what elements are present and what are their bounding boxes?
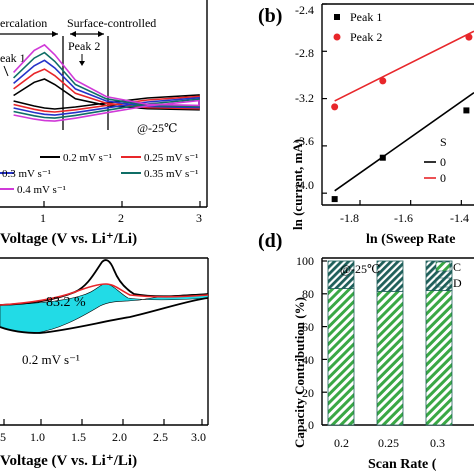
panel-b-ticks <box>322 3 462 205</box>
panel-c-xtick: 1.0 <box>30 430 45 444</box>
panel-b-xlabel: ln (Sweep Rate <box>366 232 455 247</box>
legend-label-0.25: 0.25 mV s⁻¹ <box>144 152 198 164</box>
panel-d-legend: C D <box>435 260 462 290</box>
data-point-peak1 <box>463 107 470 114</box>
data-point-peak2 <box>379 77 387 85</box>
peak-label-1: eak 1 <box>0 51 26 65</box>
peak-2-pointer-head <box>79 61 85 66</box>
bar-diffusion <box>327 260 355 289</box>
panel-b-legend-fragment: S <box>440 135 447 149</box>
panel-a-legend: 0.2 mV s⁻¹ 0.25 mV s⁻¹ 0.3 mV s⁻¹ 0.35 m… <box>0 152 198 196</box>
panel-d-temperature: @-25℃ <box>340 262 380 276</box>
region-label-intercalation: ercalation <box>0 16 47 30</box>
panel-c-xlabel: Voltage (V vs. Li⁺/Li) <box>0 453 137 469</box>
legend-marker-peak2 <box>333 33 341 41</box>
region-arrowhead-intercalation <box>52 31 58 37</box>
panel-b-ytick: -2.8 <box>295 46 314 60</box>
panel-b-ytick: -3.6 <box>295 134 314 148</box>
panel-a-xtick-1: 1 <box>40 211 46 225</box>
panel-d-ytick: 0 <box>308 418 314 432</box>
panel-b-ytick: -3.2 <box>295 91 314 105</box>
panel-a-temperature: @-25℃ <box>137 121 177 135</box>
legend-label-peak2: Peak 2 <box>350 30 382 44</box>
panel-a-xtick-2: 2 <box>118 211 124 225</box>
capacitive-curve <box>0 283 209 306</box>
data-point-peak2 <box>465 33 473 41</box>
legend-marker-peak1 <box>334 14 340 20</box>
bar-diffusion <box>376 260 404 292</box>
capacitive-region <box>0 283 209 334</box>
legend-label-diffusion: D <box>453 276 462 290</box>
panel-a-cv-curves: 1 2 3 Voltage (V vs. Li⁺/Li) ercalation … <box>0 0 208 247</box>
panel-d-ytick: 60 <box>302 320 314 334</box>
peak-1-pointer <box>3 65 9 77</box>
panel-b-ytick: -2.4 <box>295 3 314 17</box>
panel-d-xtick: 0.25 <box>378 436 399 450</box>
data-point-peak1 <box>331 196 338 203</box>
panel-d-ytick: 80 <box>302 287 314 301</box>
fit-line <box>334 92 474 192</box>
panel-b-ln-current: (b) ln (current, mA) -2.4 -2.8 -3.2 -3.6… <box>258 3 474 247</box>
panel-a-xtick-3: 3 <box>196 211 202 225</box>
panel-b-legend-fragment: 0 <box>440 155 446 169</box>
panel-c-scan-rate: 0.2 mV s⁻¹ <box>22 352 80 367</box>
panel-b-plot <box>331 30 474 203</box>
region-label-surface: Surface-controlled <box>67 16 156 30</box>
panel-c-xtick: 1.5 <box>71 430 86 444</box>
cv-curve-lower <box>0 297 209 334</box>
panel-c-xtick: 3.0 <box>191 430 206 444</box>
capacitive-percentage: 83.2 % <box>46 295 86 310</box>
panel-d-label: (d) <box>258 230 282 252</box>
data-point-peak2 <box>331 103 339 111</box>
legend-label-0.4: 0.4 mV s⁻¹ <box>17 184 66 196</box>
panel-c-capacitive-area: 83.2 % 0.2 mV s⁻¹ 5 1.0 1.5 2.0 2.5 3.0 … <box>0 257 209 469</box>
panel-d-ytick: 20 <box>302 386 314 400</box>
cv-series-line <box>13 43 200 122</box>
legend-label-capacitive: C <box>453 260 461 274</box>
peak-label-2: Peak 2 <box>68 39 100 53</box>
panel-b-ylabel: ln (current, mA) <box>290 139 305 230</box>
panel-d-xtick: 0.2 <box>334 436 349 450</box>
panel-b-xtick: -1.4 <box>450 211 469 225</box>
panel-d-ylabel: Capacity Contribution (%) <box>292 297 307 448</box>
panel-c-xtick: 2.0 <box>112 430 127 444</box>
panel-d-ytick: 100 <box>296 254 314 268</box>
bar-capacitive <box>425 290 453 426</box>
legend-label-0.3: 0.3 mV s⁻¹ <box>2 168 51 180</box>
panel-c-xtick: 2.5 <box>153 430 168 444</box>
panel-a-xlabel: Voltage (V vs. Li⁺/Li) <box>0 231 137 247</box>
panel-b-xtick: -1.8 <box>340 211 359 225</box>
bar-capacitive <box>327 288 355 426</box>
data-point-peak1 <box>379 154 386 161</box>
legend-swatch-capacitive <box>435 261 451 272</box>
panel-c-xtick: 5 <box>0 430 6 444</box>
panel-d-xlabel: Scan Rate ( <box>368 457 437 472</box>
legend-swatch-diffusion <box>435 277 451 288</box>
bar-capacitive <box>376 290 404 426</box>
panel-d-capacity-contribution: (d) Capacity Contribution (%) 0 20 40 60… <box>258 230 474 472</box>
panel-b-legend: Peak 1 Peak 2 S 0 0 <box>333 10 447 185</box>
panel-d-xtick: 0.3 <box>430 436 445 450</box>
legend-label-0.35: 0.35 mV s⁻¹ <box>144 168 198 180</box>
panel-a-curves <box>13 43 200 122</box>
panel-b-label: (b) <box>258 5 282 27</box>
panel-d-bars <box>327 260 453 426</box>
legend-label-0.2: 0.2 mV s⁻¹ <box>63 152 112 164</box>
legend-label-peak1: Peak 1 <box>350 10 382 24</box>
panel-c-ticks <box>3 419 203 425</box>
fit-line <box>334 30 474 102</box>
panel-d-ytick: 40 <box>302 353 314 367</box>
panel-b-legend-fragment: 0 <box>440 171 446 185</box>
panel-b-xtick: -1.6 <box>394 211 413 225</box>
panel-b-ytick: -4.0 <box>295 178 314 192</box>
